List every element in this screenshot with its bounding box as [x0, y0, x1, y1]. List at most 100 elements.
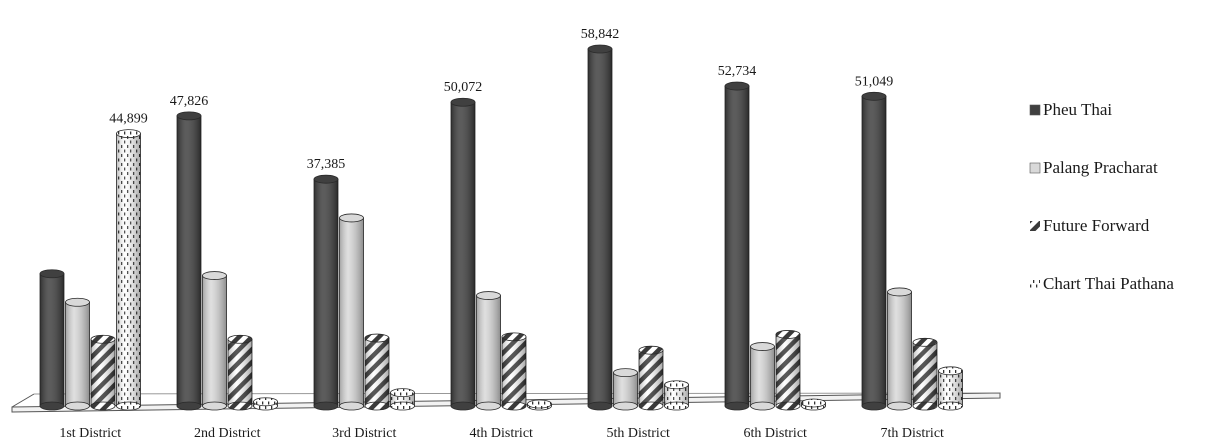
bar-base [501, 401, 527, 411]
bar-base [39, 401, 65, 411]
bar-shade [65, 302, 90, 406]
x-tick-label-3rd-district: 3rd District [332, 426, 396, 441]
bar-base [775, 401, 801, 411]
bar-shade [725, 86, 749, 407]
bars-layer [39, 44, 963, 411]
data-label-1st-district: 44,899 [109, 112, 148, 127]
bar-base [339, 401, 364, 411]
bar-top [912, 337, 938, 347]
bar-top [775, 330, 801, 339]
bar-future-forward-7th-district [912, 337, 938, 411]
bar-base [227, 401, 253, 411]
data-label-2nd-district: 47,826 [170, 94, 209, 109]
bar-shade [588, 49, 612, 406]
bar-future-forward-3rd-district [364, 333, 390, 411]
bar-top [364, 333, 390, 343]
bar-pheu-thai-2nd-district [176, 111, 202, 411]
bar-top [501, 332, 527, 342]
legend-label: Chart Thai Pathana [1043, 274, 1174, 293]
bar-top [202, 271, 227, 280]
bar-base [476, 401, 501, 411]
bar-shade [228, 339, 252, 406]
bar-top [227, 334, 253, 344]
legend-item-future-forward: Future Forward [1030, 216, 1150, 235]
bar-palang-pracharat-6th-district [750, 342, 775, 411]
bar-base [638, 401, 664, 411]
bar-palang-pracharat-1st-district [65, 297, 90, 411]
bar-future-forward-5th-district [638, 345, 664, 411]
bar-chart-thai-pathana-2nd-district [253, 397, 278, 411]
bar-top [750, 342, 775, 351]
bar-future-forward-6th-district [775, 330, 801, 411]
bar-top [613, 368, 638, 378]
bar-base [724, 401, 750, 411]
bar-shade [887, 291, 912, 406]
bar-future-forward-1st-district [90, 334, 116, 411]
bar-shade [365, 338, 389, 406]
bar-shade [116, 133, 141, 406]
bar-base [364, 401, 390, 411]
x-axis-labels: 1st District 2nd District 3rd District 4th … [59, 426, 944, 441]
bar-shade [862, 96, 886, 406]
legend-label: Future Forward [1043, 216, 1150, 235]
bar-shade [91, 339, 115, 406]
bar-chart-thai-pathana-6th-district [801, 398, 826, 411]
bar-base [90, 401, 116, 411]
bar-top [39, 269, 65, 279]
bar-pheu-thai-4th-district [450, 97, 476, 411]
bar-base [65, 401, 90, 411]
bar-shade [750, 346, 775, 406]
bar-chart-thai-pathana-4th-district [527, 399, 552, 411]
bar-base [313, 401, 339, 411]
legend-label: Pheu Thai [1043, 100, 1112, 119]
data-label-4th-district: 50,072 [444, 80, 483, 95]
data-label-5th-district: 58,842 [581, 27, 620, 42]
bar-palang-pracharat-4th-district [476, 291, 501, 411]
bar-base [587, 401, 613, 411]
bar-top [450, 97, 476, 107]
legend-swatch [1029, 162, 1041, 174]
bar-pheu-thai-5th-district [587, 44, 613, 411]
bar-palang-pracharat-5th-district [613, 368, 638, 411]
bar-shade [502, 336, 526, 406]
bar-palang-pracharat-2nd-district [202, 271, 227, 411]
bar-top [801, 398, 826, 408]
legend-swatch [1030, 221, 1040, 231]
bar-shade [177, 115, 201, 407]
bar-shade [314, 179, 338, 406]
bar-top [90, 334, 116, 344]
bar-top [253, 397, 278, 407]
data-label-6th-district: 52,734 [718, 64, 757, 79]
bar-shade [339, 217, 364, 406]
x-tick-label-7th-district: 7th District [881, 426, 944, 441]
bar-chart-thai-pathana-7th-district [938, 366, 963, 411]
bar-palang-pracharat-7th-district [887, 287, 912, 411]
bar-top [176, 111, 202, 121]
bar-top [313, 174, 339, 184]
legend-item-pheu-thai: Pheu Thai [1029, 100, 1112, 119]
data-label-7th-district: 51,049 [855, 74, 894, 89]
bar-palang-pracharat-3rd-district [339, 213, 364, 411]
data-label-3rd-district: 37,385 [307, 157, 346, 172]
bar-base [664, 401, 689, 411]
x-tick-label-2nd-district: 2nd District [194, 426, 261, 441]
bar-pheu-thai-1st-district [39, 269, 65, 411]
bar-chart-thai-pathana-3rd-district [390, 388, 415, 411]
bar-shade [202, 275, 227, 406]
x-tick-label-1st-district: 1st District [59, 426, 121, 441]
bar-pheu-thai-7th-district [861, 91, 887, 411]
bar-base [202, 401, 227, 411]
bar-future-forward-2nd-district [227, 334, 253, 411]
bar-shade [639, 350, 663, 406]
bar-top [638, 345, 664, 355]
bar-shade [776, 334, 800, 406]
bar-pheu-thai-3rd-district [313, 174, 339, 411]
bar-base [176, 401, 202, 411]
bar-top [861, 91, 887, 101]
legend-item-palang-pracharat: Palang Pracharat [1029, 158, 1158, 177]
x-tick-label-4th-district: 4th District [470, 426, 533, 441]
bar-pheu-thai-6th-district [724, 81, 750, 411]
bar-shade [938, 370, 963, 406]
bar-top [339, 213, 364, 223]
